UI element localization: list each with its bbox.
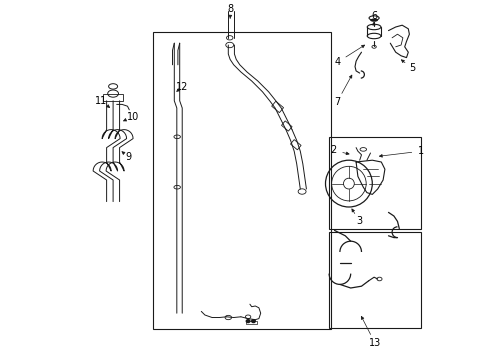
Text: 10: 10 bbox=[126, 112, 139, 122]
Text: 6: 6 bbox=[371, 11, 377, 21]
Text: 12: 12 bbox=[176, 82, 188, 92]
Bar bbox=[103, 94, 122, 101]
Bar bbox=[271, 101, 283, 113]
Text: 2: 2 bbox=[330, 145, 336, 156]
Bar bbox=[152, 32, 330, 329]
Ellipse shape bbox=[251, 320, 255, 323]
Ellipse shape bbox=[369, 18, 377, 22]
Bar bbox=[328, 137, 420, 229]
Bar bbox=[290, 140, 301, 150]
Text: 7: 7 bbox=[334, 96, 340, 107]
Bar bbox=[328, 232, 420, 328]
Text: 5: 5 bbox=[408, 63, 414, 73]
Bar bbox=[246, 321, 257, 324]
Text: 3: 3 bbox=[356, 216, 362, 226]
Ellipse shape bbox=[246, 320, 249, 323]
Text: 13: 13 bbox=[368, 338, 380, 348]
Text: 4: 4 bbox=[334, 57, 341, 67]
Text: 1: 1 bbox=[417, 146, 423, 156]
Text: 8: 8 bbox=[227, 4, 233, 14]
Text: 11: 11 bbox=[95, 96, 107, 106]
Text: 9: 9 bbox=[125, 152, 131, 162]
Bar bbox=[281, 121, 291, 131]
